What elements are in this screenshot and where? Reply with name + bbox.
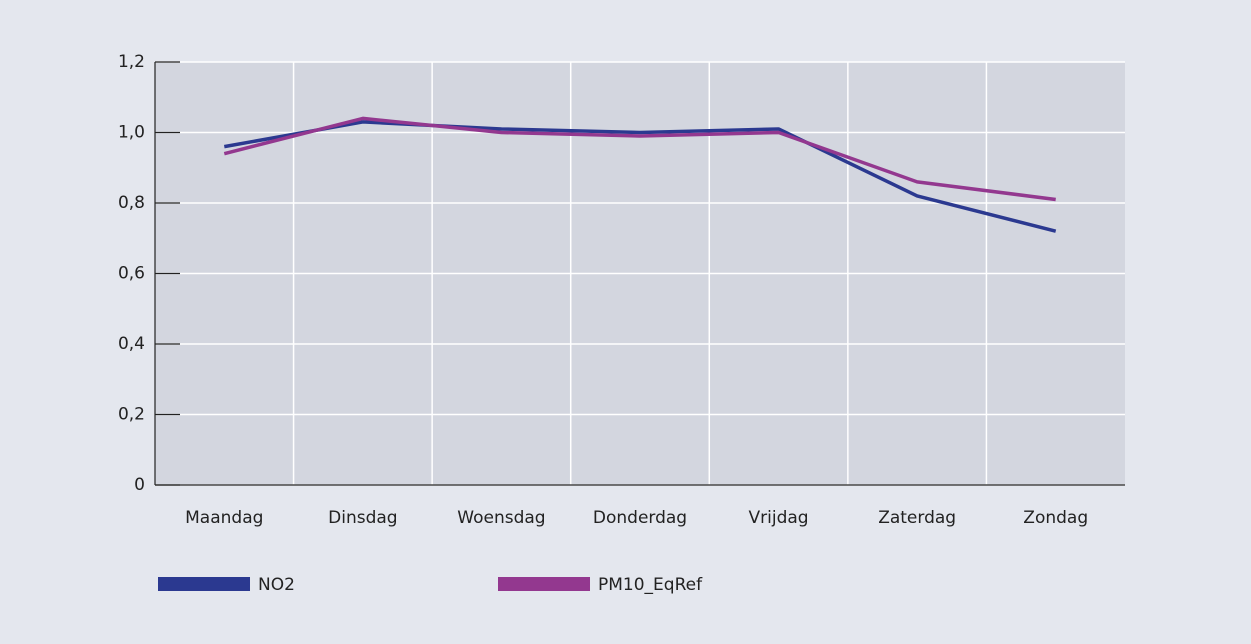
- series-line: [223, 116, 1056, 202]
- legend-swatch: [498, 577, 590, 591]
- legend-label: PM10_EqRef: [598, 575, 703, 595]
- legend-label: NO2: [258, 575, 295, 595]
- legend-swatch: [158, 577, 250, 591]
- x-tick-label: Zondag: [1023, 508, 1088, 528]
- y-tick-label: 1,2: [118, 52, 145, 72]
- y-tick-label: 0,2: [118, 405, 145, 425]
- y-tick-label: 0,8: [118, 193, 145, 213]
- y-tick-label: 1,0: [118, 123, 145, 143]
- x-tick-label: Maandag: [185, 508, 263, 528]
- y-tick-label: 0: [134, 475, 145, 495]
- x-tick-label: Zaterdag: [878, 508, 956, 528]
- series-line: [223, 120, 1057, 233]
- x-tick-label: Vrijdag: [749, 508, 809, 528]
- y-tick-label: 0,6: [118, 264, 145, 284]
- x-tick-label: Dinsdag: [328, 508, 397, 528]
- x-tick-label: Donderdag: [593, 508, 687, 528]
- y-tick-label: 0,4: [118, 334, 145, 354]
- x-tick-label: Woensdag: [457, 508, 545, 528]
